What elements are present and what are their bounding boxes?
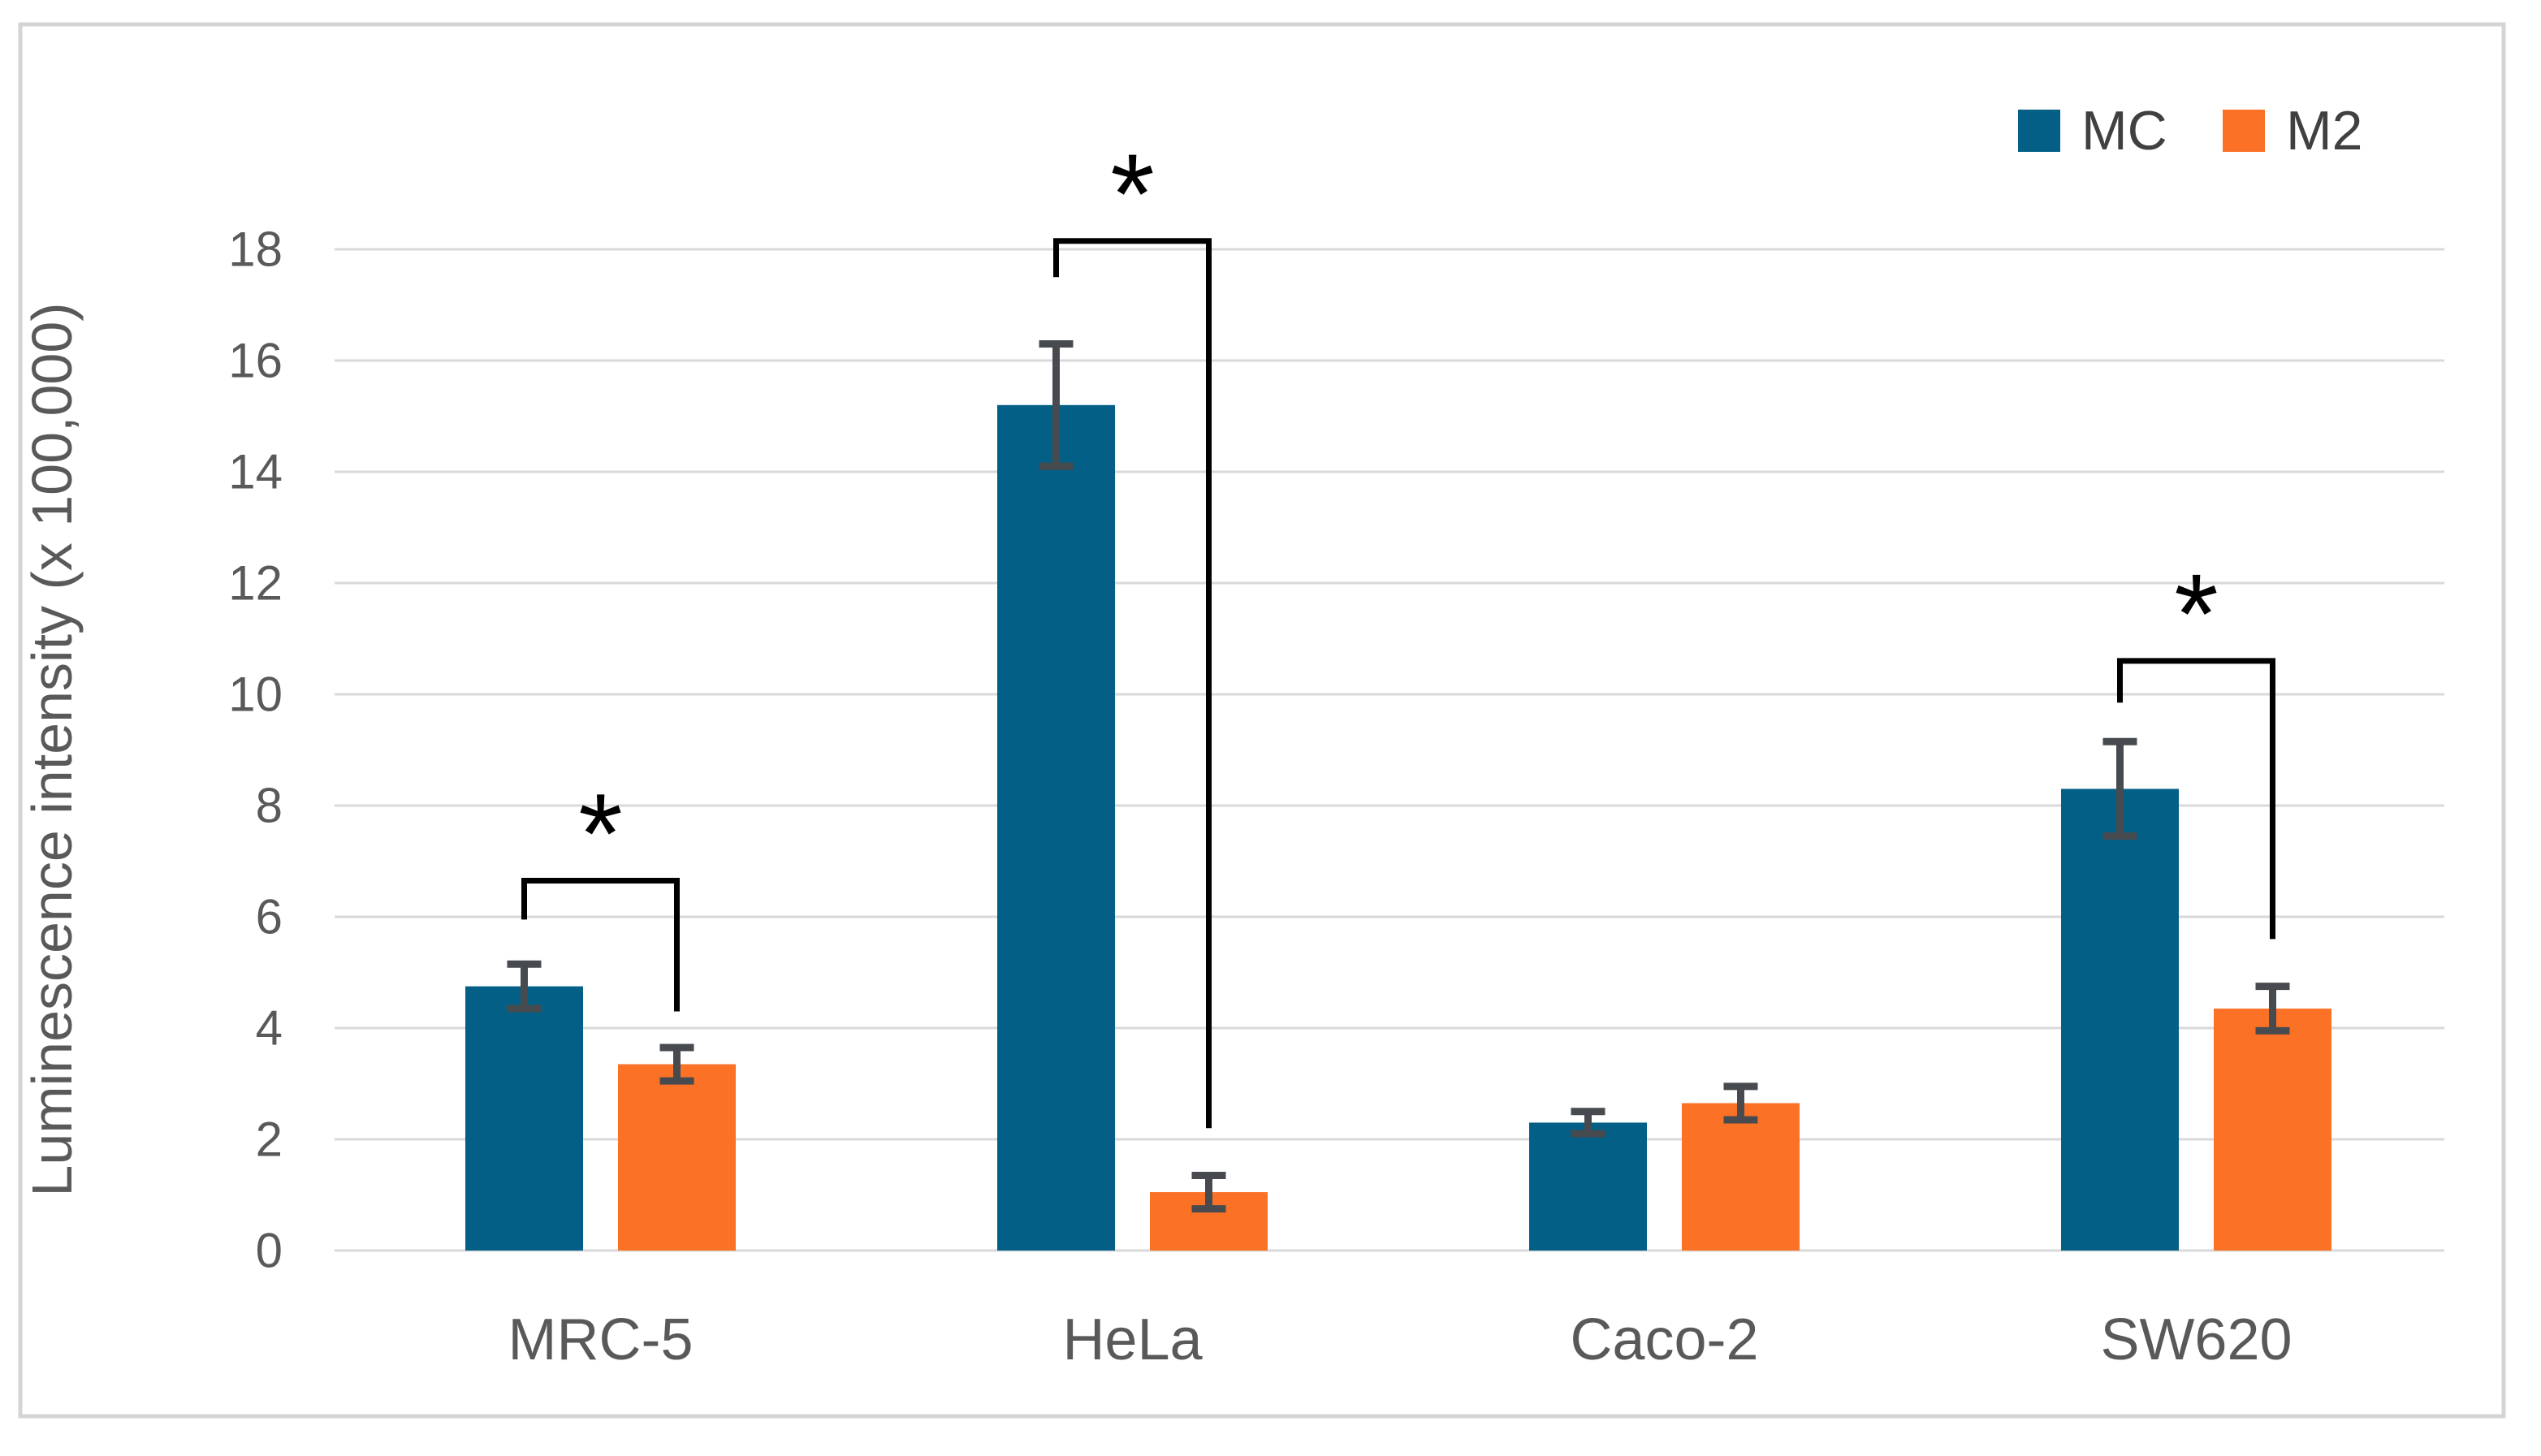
significance-bracket-mrc-5 bbox=[521, 877, 680, 1012]
y-axis-title: Luminescence intensity (x 100,000) bbox=[20, 302, 84, 1196]
significance-brackets: * * * bbox=[521, 130, 2275, 1129]
bar-mc-hela bbox=[997, 404, 1115, 1251]
bar-mc-sw620 bbox=[2061, 788, 2179, 1251]
y-tick-label: 16 bbox=[228, 334, 283, 388]
significance-bracket-sw620 bbox=[2117, 658, 2275, 940]
legend-label-m2: M2 bbox=[2286, 100, 2362, 162]
significance-asterisk-mrc-5: * bbox=[578, 770, 622, 897]
bars bbox=[465, 404, 2331, 1251]
y-tick-label: 14 bbox=[228, 445, 283, 499]
y-tick-label: 10 bbox=[228, 668, 283, 722]
y-tick-label: 2 bbox=[256, 1113, 283, 1167]
x-category-label-hela: HeLa bbox=[1062, 1307, 1203, 1372]
legend: MC M2 bbox=[2018, 100, 2362, 162]
bar-mc-mrc-5 bbox=[465, 986, 583, 1251]
significance-asterisk-sw620: * bbox=[2174, 550, 2218, 677]
legend-label-mc: MC bbox=[2081, 100, 2167, 162]
significance-bracket-hela bbox=[1053, 238, 1212, 1129]
bar-mc-caco-2 bbox=[1529, 1122, 1647, 1251]
x-category-label-caco-2: Caco-2 bbox=[1570, 1307, 1758, 1372]
legend-swatch-mc bbox=[2018, 110, 2060, 152]
y-tick-label: 18 bbox=[228, 223, 283, 277]
y-tick-label: 12 bbox=[228, 556, 283, 611]
x-category-label-mrc-5: MRC-5 bbox=[508, 1307, 694, 1372]
y-tick-label: 0 bbox=[256, 1224, 283, 1278]
error-bars bbox=[507, 339, 2290, 1213]
x-category-labels: MRC-5 HeLa Caco-2 SW620 bbox=[508, 1307, 2293, 1372]
bar-m2-caco-2 bbox=[1682, 1103, 1800, 1251]
legend-swatch-m2 bbox=[2223, 110, 2265, 152]
bar-m2-sw620 bbox=[2214, 1009, 2331, 1251]
y-tick-label: 4 bbox=[256, 1001, 283, 1056]
y-tick-label: 8 bbox=[256, 779, 283, 833]
y-tick-labels: 0 2 4 6 8 10 12 14 16 18 bbox=[228, 223, 283, 1278]
significance-asterisk-hela: * bbox=[1110, 130, 1154, 257]
y-tick-label: 6 bbox=[256, 890, 283, 944]
bar-m2-mrc-5 bbox=[618, 1064, 736, 1251]
x-category-label-sw620: SW620 bbox=[2100, 1307, 2292, 1372]
